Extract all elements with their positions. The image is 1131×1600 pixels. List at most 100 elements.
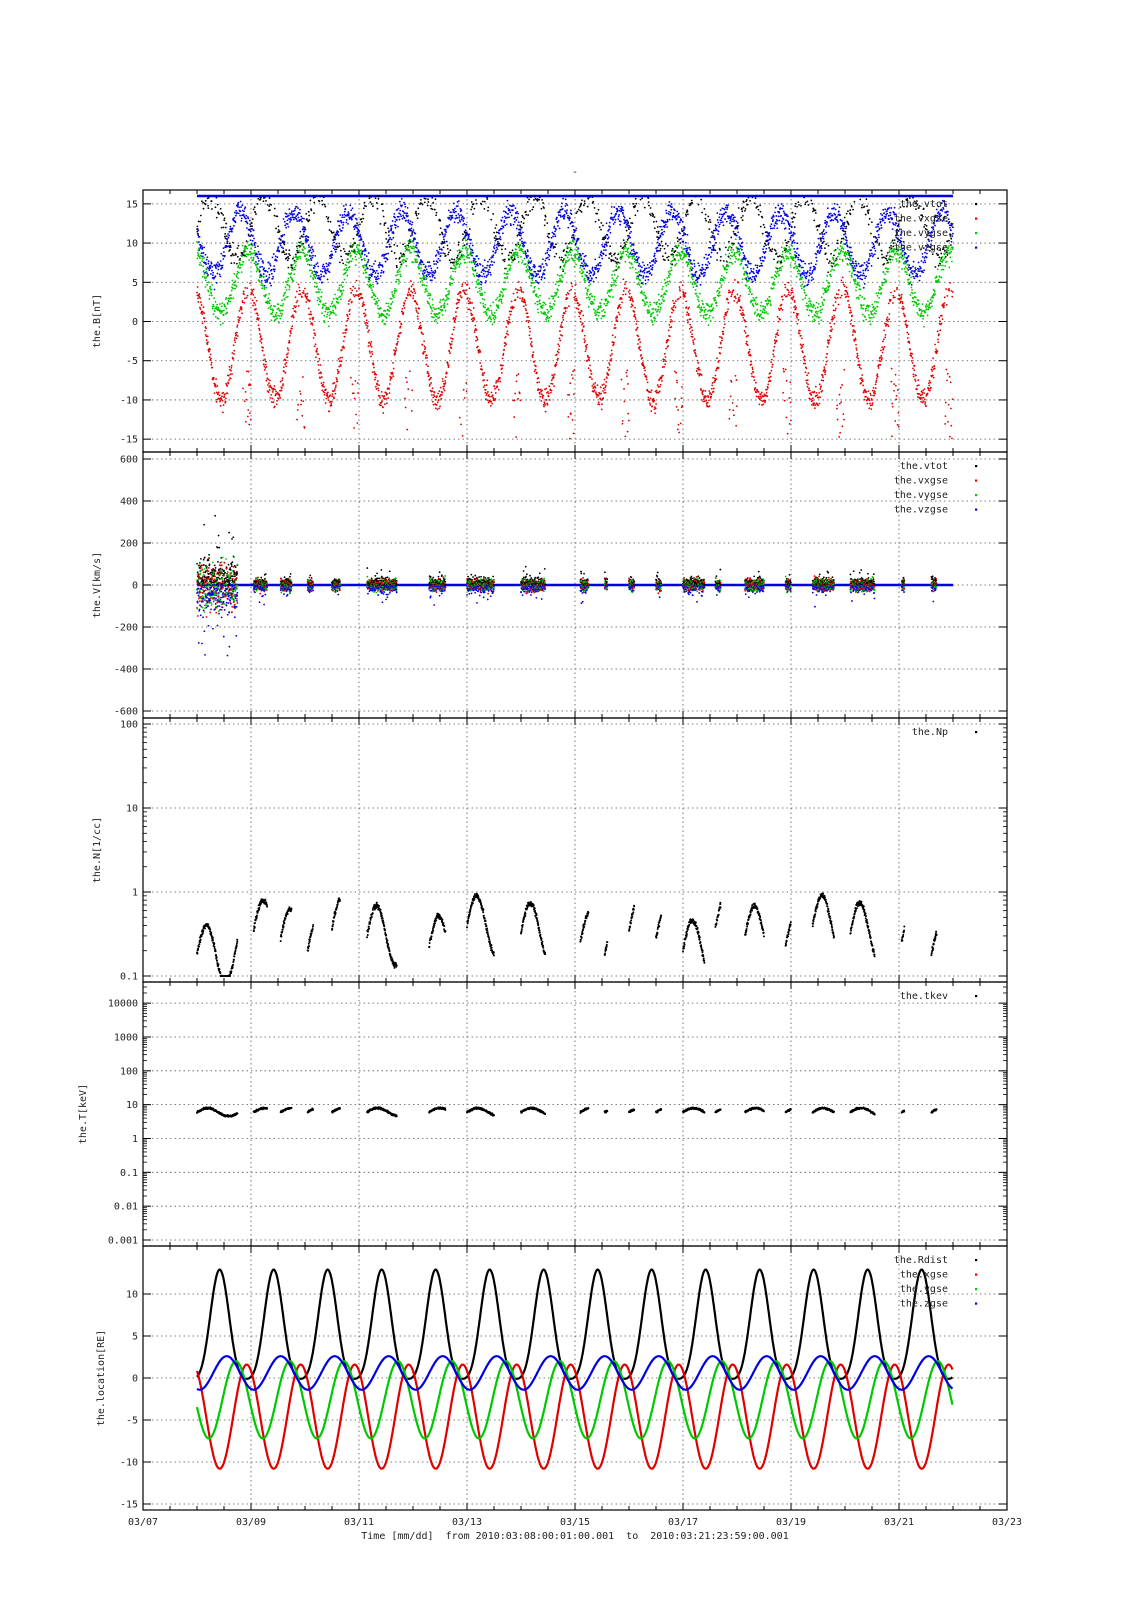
data-point [497, 306, 500, 309]
data-point [515, 212, 518, 215]
data-point [267, 297, 270, 300]
data-point [400, 262, 403, 265]
data-point [594, 268, 597, 271]
data-point [209, 264, 212, 267]
data-point [631, 257, 634, 260]
data-point [625, 287, 628, 290]
data-point [581, 329, 584, 331]
data-point [531, 208, 534, 211]
data-point [299, 208, 301, 211]
data-point [480, 283, 483, 286]
data-point [330, 400, 333, 403]
data-point [508, 258, 510, 261]
data-point [396, 338, 399, 340]
data-point [356, 234, 359, 237]
data-point [291, 269, 293, 272]
data-point [328, 271, 331, 274]
data-point [609, 252, 612, 255]
data-point [440, 305, 443, 308]
data-point [502, 226, 505, 229]
data-point [561, 208, 564, 210]
data-point [538, 299, 541, 302]
data-point [633, 255, 636, 257]
data-point [219, 275, 222, 278]
data-point [550, 315, 553, 318]
data-point [522, 222, 525, 225]
data-point [618, 262, 621, 264]
data-point [604, 254, 607, 257]
data-point [468, 228, 471, 230]
data-point [454, 270, 457, 273]
data-point [512, 209, 514, 212]
data-point [447, 251, 450, 254]
data-point [401, 204, 403, 207]
data-point [436, 401, 439, 404]
data-point [445, 372, 448, 375]
data-point [403, 212, 406, 215]
data-point [254, 304, 257, 306]
data-point [251, 252, 254, 255]
data-point [201, 275, 204, 278]
data-point [328, 317, 331, 320]
data-point [643, 373, 646, 376]
y-tick-label: 15 [126, 199, 138, 210]
data-point [328, 314, 331, 317]
data-point [422, 333, 425, 336]
data-point [486, 314, 488, 317]
data-point [366, 283, 369, 286]
data-point [557, 296, 560, 299]
data-point [414, 292, 417, 295]
data-point [346, 315, 349, 317]
data-point [583, 267, 586, 270]
data-point [526, 250, 529, 253]
data-point [326, 395, 329, 398]
data-point [419, 321, 422, 324]
data-point [341, 259, 344, 261]
data-point [267, 391, 270, 393]
data-point [551, 382, 554, 385]
data-point [555, 280, 558, 283]
data-point [357, 295, 360, 298]
data-point [263, 369, 266, 371]
data-point [211, 208, 213, 210]
data-point [263, 267, 265, 270]
data-point [483, 200, 486, 203]
data-point [589, 364, 591, 367]
data-point [348, 313, 351, 316]
data-point [420, 263, 423, 266]
data-point [564, 310, 567, 313]
data-point [271, 311, 274, 314]
data-point [589, 376, 592, 379]
data-point [280, 309, 283, 312]
data-point [522, 291, 525, 294]
data-point [579, 209, 582, 212]
data-point [468, 261, 471, 263]
data-point [302, 235, 304, 238]
data-point [647, 396, 650, 399]
data-point [301, 296, 303, 298]
data-point [431, 400, 434, 403]
data-point [316, 271, 319, 274]
data-point [345, 221, 348, 224]
data-point [342, 340, 345, 343]
data-point [411, 232, 414, 234]
data-point [216, 385, 219, 387]
data-point [319, 270, 322, 272]
data-point [604, 391, 607, 394]
data-point [197, 301, 200, 303]
data-point [331, 300, 334, 303]
data-point [362, 245, 365, 247]
data-point [544, 259, 547, 262]
data-point [570, 373, 573, 376]
data-point [444, 299, 447, 302]
data-point [257, 317, 260, 320]
data-point [585, 274, 588, 277]
data-point [560, 205, 563, 208]
data-point [625, 371, 628, 374]
data-point [363, 312, 366, 315]
data-point [371, 371, 374, 374]
data-point [269, 396, 272, 399]
data-point [216, 261, 219, 264]
data-point [282, 383, 285, 386]
data-point [544, 410, 547, 413]
